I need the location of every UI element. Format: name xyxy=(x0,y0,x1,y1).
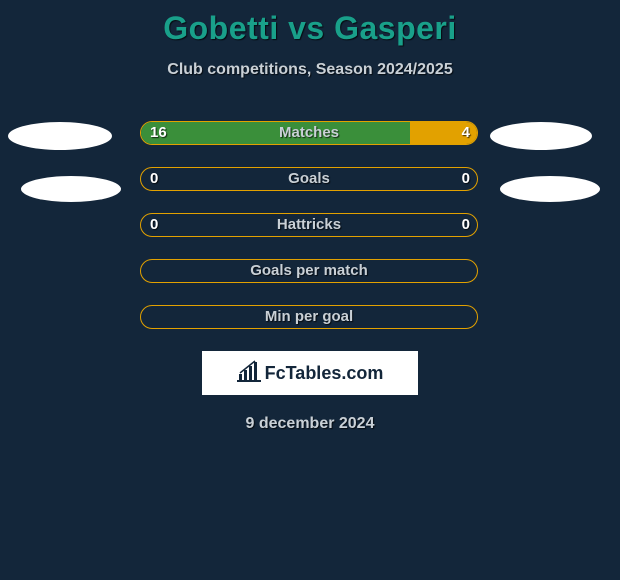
footer-date: 9 december 2024 xyxy=(0,415,620,433)
stat-label: Min per goal xyxy=(140,305,478,329)
stat-row: Min per goal xyxy=(0,305,620,329)
brand-logo[interactable]: FcTables.com xyxy=(202,351,418,395)
stat-label: Goals xyxy=(140,167,478,191)
subtitle: Club competitions, Season 2024/2025 xyxy=(0,61,620,79)
player-photo-placeholder xyxy=(21,176,121,202)
comparison-card: Gobetti vs Gasperi Club competitions, Se… xyxy=(0,0,620,580)
page-title: Gobetti vs Gasperi xyxy=(0,0,620,47)
stat-label: Matches xyxy=(140,121,478,145)
stat-row: 00Hattricks xyxy=(0,213,620,237)
stats-list: 164Matches00Goals00HattricksGoals per ma… xyxy=(0,121,620,329)
brand-text: FcTables.com xyxy=(265,363,384,384)
player-photo-placeholder xyxy=(500,176,600,202)
chart-icon xyxy=(237,360,261,387)
player-photo-placeholder xyxy=(490,122,592,150)
player-photo-placeholder xyxy=(8,122,112,150)
stat-label: Goals per match xyxy=(140,259,478,283)
stat-label: Hattricks xyxy=(140,213,478,237)
stat-row: Goals per match xyxy=(0,259,620,283)
